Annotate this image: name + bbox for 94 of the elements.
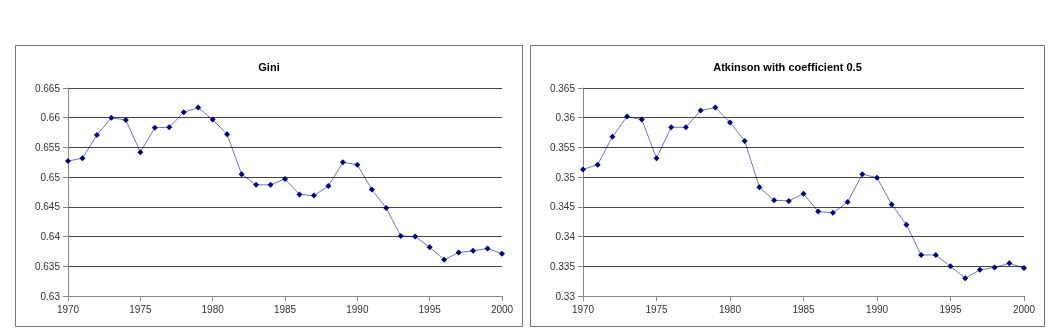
x-tick-label: 1980 <box>201 303 225 315</box>
point <box>441 256 448 263</box>
point <box>499 250 505 257</box>
point <box>79 155 86 162</box>
x-tick-label: 1975 <box>645 303 669 315</box>
x-tick-label: 1990 <box>346 303 369 315</box>
point <box>727 119 733 126</box>
y-tick-label: 0.655 <box>34 141 61 153</box>
point <box>224 131 231 138</box>
point <box>412 233 419 240</box>
point <box>253 181 260 188</box>
point <box>296 191 303 198</box>
y-tick-label: 0.34 <box>555 231 576 243</box>
point <box>470 247 477 254</box>
point <box>741 137 748 144</box>
point <box>888 201 895 208</box>
point <box>638 116 645 123</box>
x-tick-label: 1995 <box>939 303 963 315</box>
point <box>455 249 462 256</box>
y-tick-label: 0.64 <box>40 231 61 243</box>
point <box>874 174 880 181</box>
point <box>383 205 390 212</box>
x-tick-label: 1980 <box>718 303 742 315</box>
point <box>368 186 375 193</box>
y-tick-label: 0.665 <box>34 82 61 94</box>
y-tick-label: 0.335 <box>549 260 576 272</box>
point <box>903 221 910 228</box>
point <box>697 107 704 114</box>
point <box>484 245 491 252</box>
point <box>137 149 144 156</box>
y-tick-label: 0.365 <box>549 82 576 94</box>
point <box>962 275 969 282</box>
y-tick-label: 0.355 <box>549 141 576 153</box>
point <box>354 161 361 168</box>
y-tick-label: 0.63 <box>40 290 61 302</box>
x-tick-label: 2000 <box>490 303 514 315</box>
point <box>785 197 792 204</box>
x-tick-label: 1985 <box>273 303 297 315</box>
point <box>815 208 822 215</box>
point <box>1006 260 1013 267</box>
y-tick-label: 0.35 <box>555 171 576 183</box>
x-tick-label: 1985 <box>792 303 816 315</box>
y-tick-label: 0.345 <box>549 201 576 213</box>
point <box>829 209 836 216</box>
point <box>180 109 187 116</box>
y-tick-label: 0.33 <box>555 290 576 302</box>
y-tick-label: 0.36 <box>555 112 576 124</box>
point <box>991 264 998 271</box>
point <box>151 124 158 131</box>
point <box>65 158 71 165</box>
chart-title: Gini <box>258 60 280 73</box>
y-tick-label: 0.635 <box>34 260 61 272</box>
point <box>844 199 851 206</box>
x-tick-label: 1975 <box>129 303 152 315</box>
point <box>108 114 115 121</box>
point <box>325 183 332 190</box>
x-tick-label: 1970 <box>571 303 595 315</box>
point <box>580 166 586 173</box>
point <box>947 263 954 270</box>
point <box>93 131 100 138</box>
point <box>756 184 763 191</box>
point <box>1021 265 1027 272</box>
point <box>859 171 866 178</box>
point <box>594 161 601 168</box>
y-tick-label: 0.66 <box>40 112 61 124</box>
point <box>238 171 245 178</box>
point <box>668 124 675 131</box>
x-tick-label: 1970 <box>56 303 80 315</box>
point <box>682 124 689 131</box>
point <box>609 133 616 140</box>
point <box>800 190 807 197</box>
point <box>653 155 660 162</box>
point <box>712 104 719 111</box>
point <box>426 244 433 251</box>
y-tick-label: 0.645 <box>34 201 61 213</box>
point <box>122 117 129 124</box>
point <box>339 159 346 166</box>
point <box>310 192 317 199</box>
point <box>397 232 404 239</box>
x-tick-label: 2000 <box>1012 303 1036 315</box>
chart-title: Atkinson with coefficient 0.5 <box>713 60 862 73</box>
point <box>624 113 631 120</box>
point <box>932 251 939 258</box>
point <box>976 266 983 273</box>
point <box>267 181 274 188</box>
point <box>918 251 925 258</box>
point <box>282 175 288 182</box>
point <box>209 116 216 123</box>
x-tick-label: 1995 <box>418 303 442 315</box>
point <box>771 197 778 204</box>
point <box>195 104 202 111</box>
point <box>166 124 173 131</box>
x-tick-label: 1990 <box>865 303 889 315</box>
y-tick-label: 0.65 <box>40 171 61 183</box>
